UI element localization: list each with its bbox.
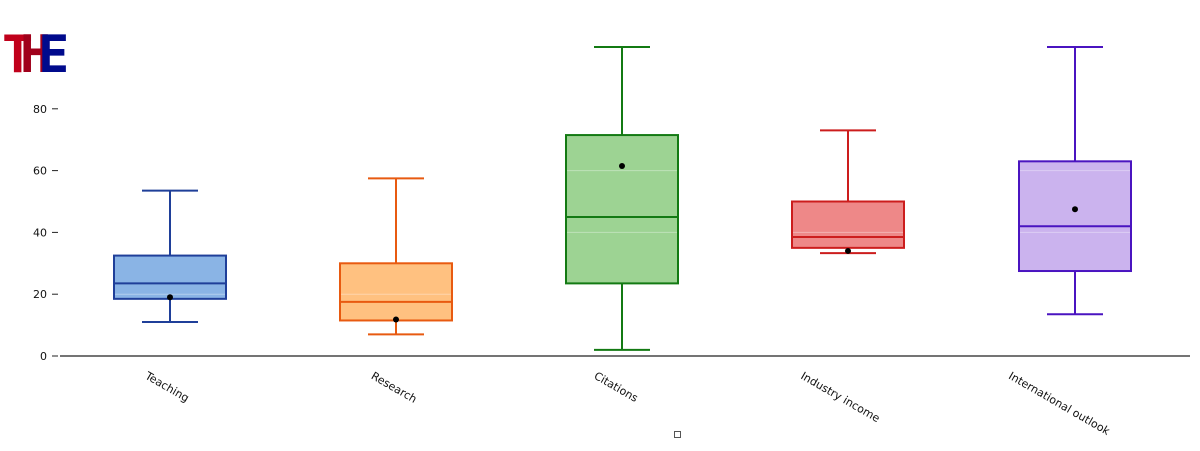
x-category-label: Citations — [592, 369, 641, 405]
mean-point — [167, 294, 173, 301]
iqr-box — [791, 200, 905, 249]
box-citations — [565, 46, 679, 351]
y-tick-label: 40 — [33, 226, 47, 239]
logo-letter-h: H — [20, 25, 51, 85]
iqr-box — [565, 134, 679, 285]
mean-point — [393, 316, 399, 323]
x-category-label: Teaching — [142, 369, 191, 405]
box-industry-income — [791, 129, 905, 255]
box-research — [339, 177, 453, 336]
logo-letter-e: E — [38, 25, 69, 85]
box-teaching — [113, 189, 227, 324]
y-tick-label: 0 — [40, 350, 47, 363]
y-tick-label: 20 — [33, 288, 47, 301]
mean-point — [1072, 206, 1078, 213]
logo-letter-t: T — [2, 25, 33, 85]
iqr-box — [339, 262, 453, 322]
y-tick-label: 80 — [33, 103, 47, 116]
x-axis: Teaching Research Citations Industry income… — [60, 355, 1190, 438]
plot-area — [113, 46, 1132, 351]
iqr-box — [113, 254, 227, 300]
x-category-label: Research — [369, 369, 419, 406]
x-category-label: Industry income — [799, 369, 883, 425]
iqr-box — [1018, 160, 1132, 273]
box-international-outlook — [1018, 46, 1132, 316]
resize-handle[interactable] — [674, 431, 681, 438]
mean-point — [845, 247, 851, 254]
x-category-label: International outlook — [1006, 369, 1112, 438]
y-axis: 0 20 40 60 80 — [33, 103, 58, 363]
the-logo: T H E — [2, 25, 69, 85]
y-tick-label: 60 — [33, 165, 47, 178]
mean-point — [619, 162, 625, 169]
